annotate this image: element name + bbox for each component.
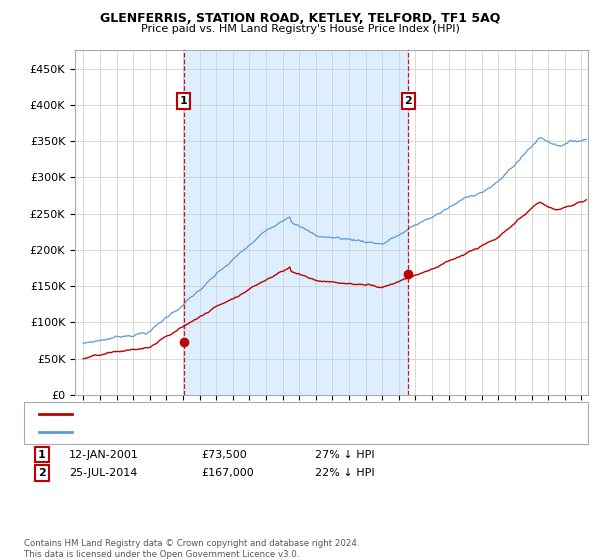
Text: 2: 2 (38, 468, 46, 478)
Bar (184, 50, 408, 395)
Text: GLENFERRIS, STATION ROAD, KETLEY, TELFORD, TF1 5AQ (detached house): GLENFERRIS, STATION ROAD, KETLEY, TELFOR… (78, 409, 448, 419)
Text: Price paid vs. HM Land Registry's House Price Index (HPI): Price paid vs. HM Land Registry's House … (140, 24, 460, 34)
Text: 12-JAN-2001: 12-JAN-2001 (69, 450, 139, 460)
Text: £167,000: £167,000 (201, 468, 254, 478)
Text: 27% ↓ HPI: 27% ↓ HPI (315, 450, 374, 460)
Text: 1: 1 (38, 450, 46, 460)
Text: 2: 2 (404, 96, 412, 106)
Text: £73,500: £73,500 (201, 450, 247, 460)
Text: 1: 1 (180, 96, 187, 106)
Text: 22% ↓ HPI: 22% ↓ HPI (315, 468, 374, 478)
Text: HPI: Average price, detached house, Telford and Wrekin: HPI: Average price, detached house, Telf… (78, 427, 349, 437)
Text: GLENFERRIS, STATION ROAD, KETLEY, TELFORD, TF1 5AQ: GLENFERRIS, STATION ROAD, KETLEY, TELFOR… (100, 12, 500, 25)
Text: Contains HM Land Registry data © Crown copyright and database right 2024.
This d: Contains HM Land Registry data © Crown c… (24, 539, 359, 559)
Text: 25-JUL-2014: 25-JUL-2014 (69, 468, 137, 478)
